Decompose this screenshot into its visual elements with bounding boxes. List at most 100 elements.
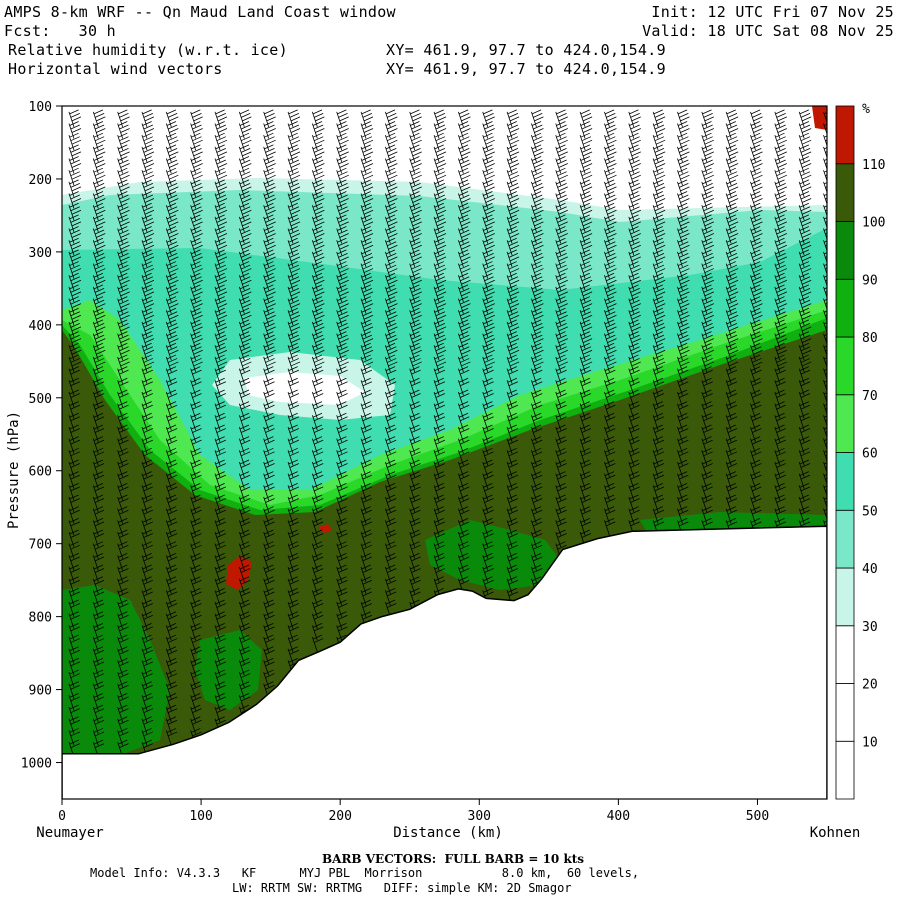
y-tick-label: 1000 (21, 757, 52, 772)
y-tick-label: 900 (29, 684, 52, 699)
wind-barb (409, 202, 422, 221)
model-info-line1: Model Info: V4.3.3 KF MYJ PBL Morrison 8… (90, 866, 640, 880)
forecast-hour: Fcst: 30 h (4, 22, 116, 40)
wind-barb (506, 109, 520, 127)
x-tick-label: 500 (746, 809, 769, 824)
xy-range-1: XY= 461.9, 97.7 to 424.0,154.9 (386, 41, 666, 59)
colorbar-tick-label: 10 (862, 735, 878, 750)
wind-barb (287, 319, 301, 338)
colorbar-swatch (835, 740, 855, 800)
y-tick-label: 400 (29, 319, 52, 334)
wind-barb (506, 296, 520, 314)
wind-barb (385, 307, 398, 326)
colorbar-unit: % (862, 102, 870, 117)
wind-barb (165, 156, 179, 174)
colorbar-swatch (835, 278, 855, 338)
y-tick-label: 200 (29, 173, 52, 188)
barb-note: BARB VECTORS: FULL BARB = 10 kts (322, 852, 585, 866)
wind-barb (555, 307, 568, 326)
wind-barb (433, 202, 447, 221)
plot-area (62, 106, 827, 799)
colorbar-tick-label: 100 (862, 216, 885, 231)
wind-barb (165, 354, 179, 373)
y-axis-label: Pressure (hPa) (6, 411, 22, 529)
wind-barb (263, 249, 276, 268)
xy-range-2: XY= 461.9, 97.7 to 424.0,154.9 (386, 60, 666, 78)
colorbar-tick-label: 60 (862, 447, 878, 462)
colorbar-swatch (835, 683, 855, 742)
wind-barb (531, 284, 544, 303)
wind-barb (311, 237, 325, 256)
wind-barb (141, 319, 155, 338)
wind-barb (531, 342, 544, 361)
x-axis: 0 100 200 300 400 500 (58, 799, 769, 824)
rh-90-patch-mid (195, 630, 262, 710)
colorbar-swatch (835, 394, 855, 453)
wind-barb (263, 319, 276, 338)
wind-barb (263, 307, 276, 326)
rh-110-spot-2 (318, 524, 332, 533)
wind-barb (214, 179, 228, 197)
wind-barb (531, 296, 544, 314)
rh-90-patch-right (425, 520, 560, 590)
colorbar: 10 20 30 40 50 60 70 80 90 100 110 (835, 105, 885, 800)
left-endpoint-label: Neumayer (36, 825, 103, 841)
rh-110-spot-1 (226, 556, 252, 590)
wind-barb (604, 109, 617, 127)
wind-barb (117, 249, 130, 268)
y-tick-label: 500 (29, 392, 52, 407)
colorbar-swatch (835, 105, 855, 165)
wind-barb (579, 132, 593, 151)
wind-barb (433, 109, 447, 127)
init-time: Init: 12 UTC Fri 07 Nov 25 (651, 3, 894, 21)
wind-barb (506, 214, 520, 233)
wind-barb (311, 634, 324, 653)
wind-barb (385, 179, 398, 197)
wind-barb (555, 214, 568, 233)
colorbar-tick-label: 20 (862, 678, 878, 693)
wind-barb (458, 109, 471, 127)
wind-barb (68, 167, 82, 186)
wind-barb (238, 167, 252, 186)
wind-barb (458, 167, 471, 186)
y-axis: 100 200 300 400 500 600 700 800 900 1000 (21, 100, 62, 772)
colorbar-tick-label: 80 (862, 331, 878, 346)
wind-barb (555, 261, 568, 279)
wind-barb (604, 132, 617, 151)
wind-barb (190, 144, 203, 162)
wind-barb (531, 144, 544, 162)
wind-barb (263, 156, 276, 174)
x-tick-label: 100 (189, 809, 212, 824)
rh-white-pocket (245, 372, 365, 405)
model-info-line2: LW: RRTM SW: RRTMG DIFF: simple KM: 2D S… (232, 881, 572, 895)
y-tick-label: 600 (29, 465, 52, 480)
colorbar-swatch (835, 509, 855, 569)
colorbar-swatch (835, 336, 855, 396)
field-label-rh: Relative humidity (w.r.t. ice) (8, 41, 288, 59)
right-endpoint-label: Kohnen (810, 825, 861, 841)
valid-time: Valid: 18 UTC Sat 08 Nov 25 (642, 22, 894, 40)
x-tick-label: 400 (607, 809, 630, 824)
wind-barb (482, 202, 495, 221)
wind-barb (311, 121, 325, 139)
wind-barb (238, 202, 252, 221)
colorbar-tick-label: 90 (862, 273, 878, 288)
wind-barb (92, 237, 106, 256)
colorbar-swatch (835, 625, 855, 684)
colorbar-tick-label: 110 (862, 158, 885, 173)
wind-barb (263, 272, 276, 291)
wind-barb (360, 156, 374, 174)
colorbar-swatch (835, 221, 855, 280)
y-tick-label: 100 (29, 100, 52, 115)
wind-barb (287, 237, 301, 256)
colorbar-swatch (835, 567, 855, 627)
wind-barb (579, 156, 593, 174)
colorbar-swatch (835, 163, 855, 222)
colorbar-swatch (835, 452, 855, 511)
wind-barb (506, 237, 520, 256)
wind-barb (287, 144, 301, 162)
wind-barb (531, 261, 544, 279)
chart-title: AMPS 8-km WRF -- Qn Maud Land Coast wind… (4, 3, 396, 21)
wind-barb (165, 249, 179, 268)
